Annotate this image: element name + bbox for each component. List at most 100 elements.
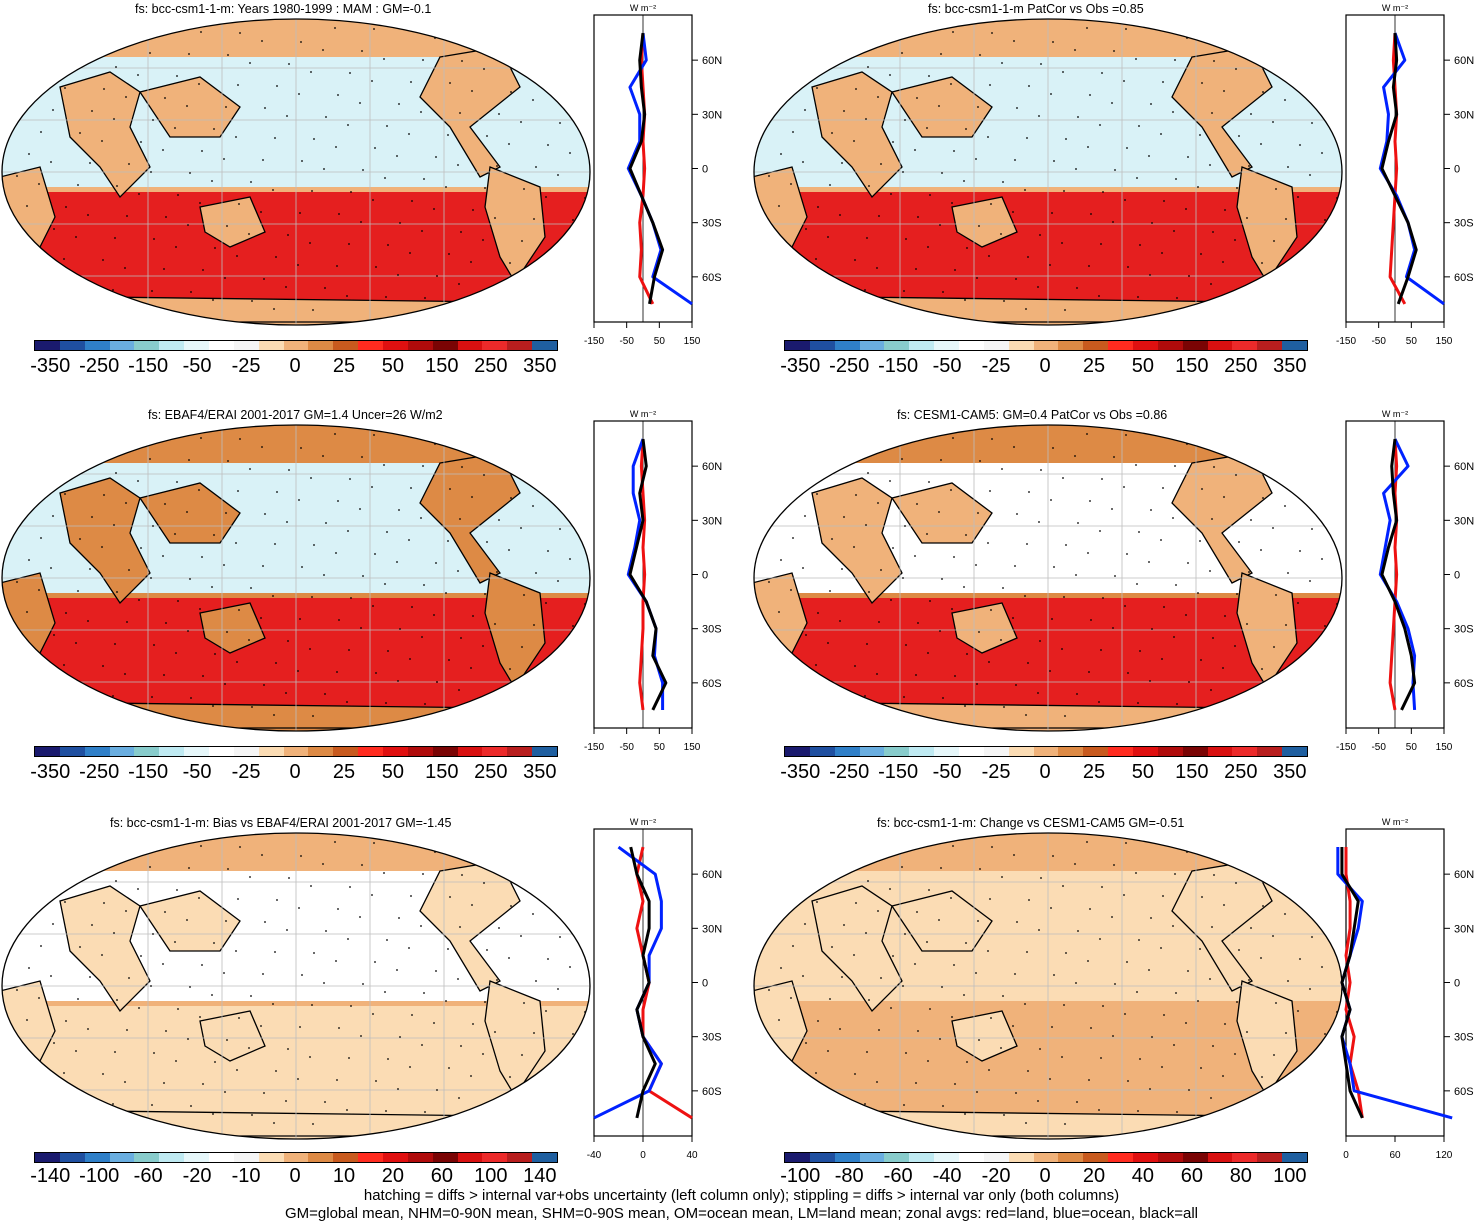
zonal-units: W m⁻² <box>630 3 656 13</box>
colorbar-swatch <box>134 747 160 756</box>
colorbar-tick-label: -50 <box>932 761 962 783</box>
x-tick-label: -150 <box>1336 742 1356 753</box>
colorbar-swatch <box>1232 747 1258 756</box>
colorbar-tick-label: 350 <box>1273 761 1307 783</box>
colorbar-swatch <box>35 1153 60 1162</box>
continent-6 <box>850 702 1253 729</box>
colorbar-swatch <box>1282 341 1308 350</box>
colorbar-tick-label: 25 <box>332 761 356 783</box>
zonal-units: W m⁻² <box>1382 3 1408 13</box>
y-tick-label: 30S <box>1454 218 1474 230</box>
zonal-ocean-line <box>1378 32 1445 306</box>
map-outline <box>753 424 1343 732</box>
colorbar-swatch <box>934 341 960 350</box>
continent-6 <box>98 702 501 729</box>
colorbar-tick-label: -25 <box>231 761 261 783</box>
colorbar-tick-label: -150 <box>128 355 169 377</box>
colorbar-swatch <box>457 341 483 350</box>
colorbar-swatch <box>859 747 885 756</box>
zonal-average-plot: W m⁻² -150 -50 50 150 60N 30N 0 30S 60S <box>1336 3 1474 347</box>
colorbar-tick-label: 20 <box>381 1165 405 1187</box>
continent-1 <box>138 890 241 952</box>
continent-0 <box>811 71 903 199</box>
colorbar-tick-label: 250 <box>474 355 508 377</box>
colorbar-tick-label: -60 <box>883 1165 913 1187</box>
colorbar-swatch <box>358 341 384 350</box>
colorbar-swatch <box>983 1153 1009 1162</box>
colorbar-tick-label: 250 <box>1224 355 1258 377</box>
continent-1 <box>890 890 993 952</box>
y-tick-label: 60S <box>1454 1086 1474 1098</box>
colorbar-swatch <box>1232 1153 1258 1162</box>
colorbar-tick-label: 0 <box>1039 1165 1051 1187</box>
y-tick-label: 30N <box>702 109 722 121</box>
graticule <box>754 833 1342 1139</box>
colorbar-swatch <box>1207 1153 1233 1162</box>
colorbar-swatch <box>35 747 60 756</box>
colorbar-tick-label: -250 <box>79 355 120 377</box>
colorbar-swatch <box>283 747 309 756</box>
zonal-all-line <box>628 438 668 711</box>
colorbar-swatch <box>134 341 160 350</box>
x-tick-label: -50 <box>619 742 634 753</box>
y-tick-label: 30N <box>1454 515 1474 527</box>
continent-0 <box>811 477 903 605</box>
colorbar-tick-label: -25 <box>981 355 1011 377</box>
colorbar-swatch <box>909 747 935 756</box>
colorbar-swatch <box>983 341 1009 350</box>
zonal-land-line <box>1388 438 1399 711</box>
colorbar-swatch <box>859 341 885 350</box>
colorbar-swatch <box>1133 341 1158 350</box>
colorbar-swatch <box>1108 1153 1134 1162</box>
colorbar-swatch <box>1182 1153 1208 1162</box>
colorbar-tick-label: -250 <box>829 761 870 783</box>
colorbar-swatch <box>1282 747 1308 756</box>
world-map <box>1 18 591 326</box>
continent-0 <box>59 477 151 605</box>
colorbar-tick-label: 350 <box>1273 355 1307 377</box>
y-tick-label: 30S <box>1454 624 1474 636</box>
zonal-units: W m⁻² <box>630 409 656 419</box>
colorbar-swatch <box>383 341 408 350</box>
x-tick-label: 0 <box>640 1150 646 1161</box>
panel-title: fs: bcc-csm1-1-m: Years 1980-1999 : MAM … <box>135 2 432 16</box>
continent-1 <box>890 482 993 544</box>
colorbar-tick-label: 40 <box>1131 1165 1155 1187</box>
zonal-average-plot: W m⁻² 0 60 120 60N 30N 0 30S 60S <box>1336 817 1474 1161</box>
y-tick-label: 30N <box>702 923 722 935</box>
colorbar-tick-label: -250 <box>79 761 120 783</box>
map-outline <box>1 832 591 1140</box>
colorbar-tick-label: -350 <box>780 761 821 783</box>
colorbar-swatch <box>1033 747 1059 756</box>
continent-1 <box>138 76 241 138</box>
colorbar-tick-label: -150 <box>878 761 919 783</box>
footer-note-hatching: hatching = diffs > internal var+obs unce… <box>363 1187 1120 1204</box>
colorbar-swatch <box>834 1153 860 1162</box>
colorbar-swatch <box>785 341 810 350</box>
colorbar-swatch <box>1182 341 1208 350</box>
x-tick-label: -50 <box>619 336 634 347</box>
colorbar-swatch <box>507 747 533 756</box>
x-tick-label: -150 <box>1336 336 1356 347</box>
colorbar-swatch <box>884 1153 910 1162</box>
x-tick-label: 150 <box>1436 742 1453 753</box>
y-tick-label: 60N <box>1454 869 1474 881</box>
x-tick-label: -50 <box>1371 336 1386 347</box>
y-tick-label: 60N <box>702 869 722 881</box>
colorbar-swatch <box>432 1153 458 1162</box>
colorbar-swatch <box>59 747 85 756</box>
zonal-average-plot: W m⁻² -40 0 40 60N 30N 0 30S 60S <box>587 817 722 1161</box>
colorbar-swatch <box>109 1153 135 1162</box>
colorbar-swatch <box>1008 1153 1034 1162</box>
colorbar-tick-label: 250 <box>1224 761 1258 783</box>
colorbar-swatch <box>159 747 185 756</box>
colorbar-tick-label: 0 <box>289 1165 301 1187</box>
colorbar-tick-label: -50 <box>932 355 962 377</box>
colorbar-tick-label: 0 <box>289 355 301 377</box>
colorbar <box>784 746 1308 757</box>
colorbar-swatch <box>1033 341 1059 350</box>
y-tick-label: 60S <box>1454 272 1474 284</box>
x-tick-label: 40 <box>686 1150 698 1161</box>
colorbar-tick-label: -50 <box>182 761 212 783</box>
colorbar-swatch <box>432 341 458 350</box>
